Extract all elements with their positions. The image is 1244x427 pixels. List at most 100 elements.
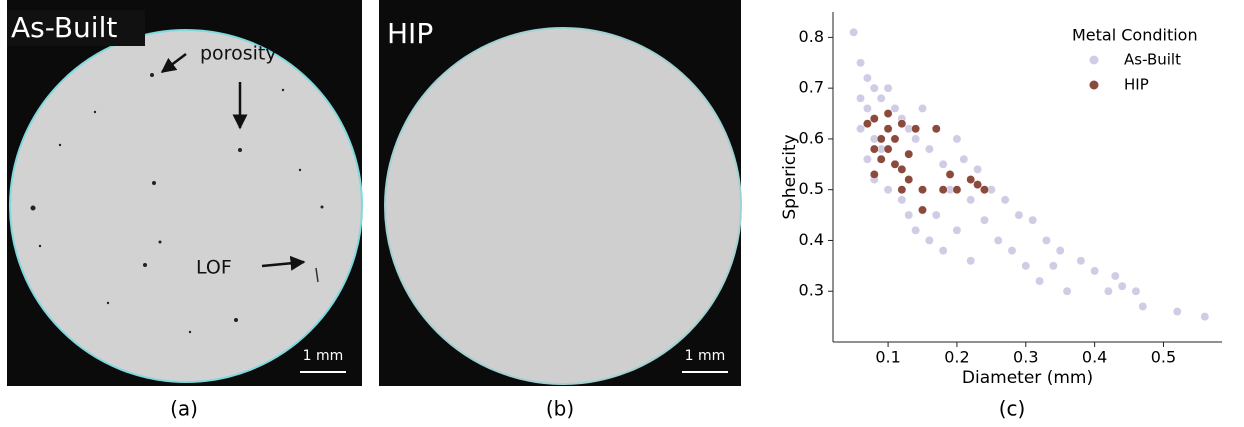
point <box>849 28 857 36</box>
point <box>994 236 1002 244</box>
point <box>953 135 961 143</box>
point <box>953 226 961 234</box>
point <box>884 84 892 92</box>
point <box>884 125 892 133</box>
point <box>939 185 947 193</box>
point <box>905 150 913 158</box>
point <box>973 165 981 173</box>
point <box>884 145 892 153</box>
point <box>1035 277 1043 285</box>
point <box>966 257 974 265</box>
point <box>905 211 913 219</box>
point <box>1077 257 1085 265</box>
point <box>966 175 974 183</box>
point <box>1201 312 1209 320</box>
point <box>856 125 864 133</box>
point <box>918 104 926 112</box>
sample-a <box>10 30 362 382</box>
sample-b <box>385 28 741 384</box>
legend-label: HIP <box>1124 76 1149 94</box>
point <box>973 180 981 188</box>
point <box>1173 307 1181 315</box>
point <box>863 104 871 112</box>
point <box>980 185 988 193</box>
point <box>863 119 871 127</box>
panel-label: As-Built <box>11 11 117 44</box>
point <box>891 104 899 112</box>
point <box>918 185 926 193</box>
y-tick-label: 0.3 <box>799 281 824 300</box>
x-tick-label: 0.1 <box>875 348 900 367</box>
point <box>877 135 885 143</box>
point <box>946 170 954 178</box>
point <box>1042 236 1050 244</box>
y-tick-label: 0.8 <box>799 27 824 46</box>
scale-label: 1 mm <box>685 348 726 364</box>
point <box>870 170 878 178</box>
point <box>1008 246 1016 254</box>
point <box>1063 287 1071 295</box>
point <box>1022 262 1030 270</box>
point <box>911 226 919 234</box>
point <box>1001 196 1009 204</box>
point <box>1090 267 1098 275</box>
point <box>911 125 919 133</box>
y-tick-label: 0.6 <box>799 128 824 147</box>
point <box>863 155 871 163</box>
caption: (c) <box>999 397 1026 421</box>
scale-label: 1 mm <box>303 348 344 364</box>
point <box>932 211 940 219</box>
point <box>1118 282 1126 290</box>
y-tick-label: 0.7 <box>799 78 824 97</box>
point <box>932 125 940 133</box>
point <box>870 84 878 92</box>
point <box>1104 287 1112 295</box>
point <box>870 114 878 122</box>
point <box>939 246 947 254</box>
y-tick-label: 0.4 <box>799 230 824 249</box>
scatter-chart: 0.3 0.4 0.5 0.6 0.7 0.8 0.1 0.2 0.3 0.4 0.5 Diamete… <box>780 12 1222 388</box>
legend-label: As-Built <box>1124 51 1181 69</box>
point <box>1015 211 1023 219</box>
x-tick-label: 0.4 <box>1082 348 1107 367</box>
point <box>918 206 926 214</box>
point <box>877 94 885 102</box>
point <box>1132 287 1140 295</box>
point <box>1049 262 1057 270</box>
x-tick-label: 0.3 <box>1013 348 1038 367</box>
point <box>1111 272 1119 280</box>
point <box>925 236 933 244</box>
point <box>1139 302 1147 310</box>
point <box>877 155 885 163</box>
panel-label: HIP <box>387 17 433 50</box>
caption: (b) <box>546 397 574 421</box>
point <box>898 196 906 204</box>
annotation: porosity <box>200 43 277 65</box>
point <box>898 165 906 173</box>
legend-marker <box>1090 56 1099 65</box>
point <box>870 145 878 153</box>
point <box>898 185 906 193</box>
point <box>960 155 968 163</box>
point <box>953 185 961 193</box>
x-tick-label: 0.5 <box>1151 348 1176 367</box>
point <box>1028 216 1036 224</box>
point <box>891 135 899 143</box>
y-tick-label: 0.5 <box>799 179 824 198</box>
point <box>884 109 892 117</box>
point <box>966 196 974 204</box>
point <box>884 185 892 193</box>
point <box>980 216 988 224</box>
point <box>856 94 864 102</box>
point <box>911 135 919 143</box>
caption: (a) <box>170 397 198 421</box>
figure: As-Built porosity LOF 1 mm (a) HIP 1 mm … <box>0 0 1244 427</box>
point <box>863 74 871 82</box>
x-tick-label: 0.2 <box>944 348 969 367</box>
y-axis-label: Sphericity <box>780 134 800 219</box>
x-axis-label: Diameter (mm) <box>962 368 1093 388</box>
point <box>891 160 899 168</box>
annotation: LOF <box>196 257 232 279</box>
point <box>1056 246 1064 254</box>
point <box>898 119 906 127</box>
